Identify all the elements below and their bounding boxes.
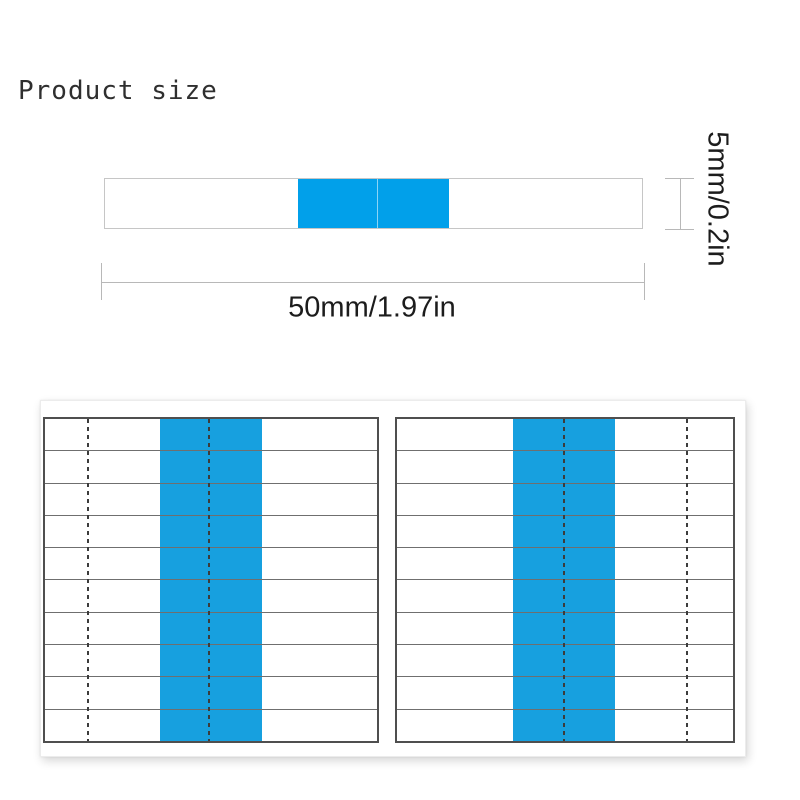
label-row <box>397 484 733 516</box>
label-row <box>45 419 377 452</box>
label-row <box>45 677 377 710</box>
label-rows <box>45 419 377 741</box>
perforation-dashed-line <box>686 419 688 741</box>
label-row <box>397 548 733 581</box>
label-row <box>45 645 377 678</box>
label-panel-right <box>395 417 735 743</box>
label-sheet <box>40 400 746 757</box>
label-row <box>397 516 733 549</box>
perforation-dashed-line <box>87 419 89 741</box>
strip-outline <box>104 178 643 229</box>
label-row <box>397 613 733 646</box>
strip-center-divider <box>377 179 378 228</box>
label-row <box>397 645 733 678</box>
label-row <box>45 710 377 741</box>
label-row <box>45 484 377 516</box>
label-row <box>397 451 733 484</box>
label-row <box>45 451 377 484</box>
label-panel-left <box>43 417 379 743</box>
label-row <box>397 580 733 613</box>
page-title: Product size <box>18 76 218 106</box>
width-dimension-right-tick <box>644 263 645 300</box>
width-dimension-label: 50mm/1.97in <box>288 291 456 324</box>
label-row <box>397 419 733 452</box>
label-row <box>45 613 377 646</box>
strip-blue-section <box>298 179 449 228</box>
label-rows <box>397 419 733 741</box>
width-dimension-left-tick <box>101 263 102 300</box>
height-dimension-line <box>680 178 681 230</box>
height-dimension-top-cap <box>665 178 694 179</box>
label-row <box>397 710 733 741</box>
blue-band-center-dashed-line <box>563 419 565 741</box>
width-dimension-line <box>101 282 644 283</box>
blue-band-center-dashed-line <box>208 419 210 741</box>
height-dimension-bottom-cap <box>665 229 694 230</box>
label-row <box>45 580 377 613</box>
label-row <box>45 548 377 581</box>
label-row <box>397 677 733 710</box>
label-row <box>45 516 377 549</box>
height-dimension-label: 5mm/0.2in <box>701 131 734 267</box>
